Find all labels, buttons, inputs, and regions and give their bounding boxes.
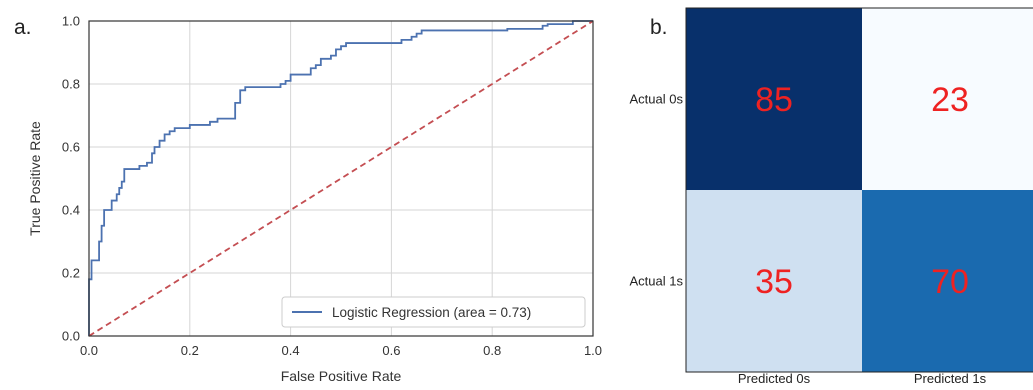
confusion-matrix: 85 23 35 70 Actual 0s Actual 1s Predicted 0s Pr… — [630, 7, 1033, 386]
panel-letter-a: a. — [14, 16, 32, 39]
cm-cell — [686, 8, 862, 190]
roc-chance-line — [88, 20, 594, 337]
roc-x-tick-label: 1.0 — [584, 343, 602, 358]
roc-y-tick-label: 0.0 — [62, 329, 80, 344]
cm-cell-value: 85 — [755, 81, 793, 119]
legend-label-logistic-regression: Logistic Regression (area = 0.73) — [332, 305, 531, 320]
roc-chart: 0.0 0.2 0.4 0.6 0.8 1.0 0.0 0.2 0.4 0.6 0.8 1.0 Fa… — [27, 14, 602, 385]
roc-y-tick-label: 1.0 — [62, 14, 80, 29]
cm-cell-value: 70 — [931, 263, 969, 301]
roc-y-tick-label: 0.4 — [62, 203, 80, 218]
cm-cell — [686, 190, 862, 372]
roc-x-tick-label: 0.6 — [382, 343, 400, 358]
roc-x-tick-label: 0.0 — [80, 343, 98, 358]
cm-cell-value: 23 — [931, 81, 969, 119]
roc-plot-frame — [88, 20, 594, 337]
roc-legend: Logistic Regression (area = 0.73) — [281, 296, 586, 328]
cm-column-label: Predicted 1s — [914, 371, 987, 385]
roc-y-tick-label: 0.2 — [62, 266, 80, 281]
roc-x-tick-label: 0.4 — [282, 343, 300, 358]
roc-x-tick-label: 0.8 — [483, 343, 501, 358]
panel-letter-b: b. — [650, 16, 668, 39]
cm-cell — [862, 190, 1033, 372]
roc-y-ticks: 0.0 0.2 0.4 0.6 0.8 1.0 — [62, 14, 80, 344]
roc-y-tick-label: 0.8 — [62, 77, 80, 92]
roc-y-axis-label: True Positive Rate — [27, 121, 43, 236]
roc-curve-logistic-regression — [88, 20, 593, 336]
roc-lines — [88, 20, 594, 337]
cm-row-label: Actual 1s — [630, 274, 684, 289]
roc-x-ticks: 0.0 0.2 0.4 0.6 0.8 1.0 — [80, 343, 602, 358]
cm-cell — [862, 8, 1033, 190]
legend-box — [281, 296, 586, 328]
roc-y-tick-label: 0.6 — [62, 140, 80, 155]
cm-column-label: Predicted 0s — [738, 371, 811, 385]
cm-frame — [685, 7, 1033, 373]
roc-x-tick-label: 0.2 — [181, 343, 199, 358]
cm-row-label: Actual 0s — [630, 92, 684, 107]
cm-cell-value: 35 — [755, 263, 793, 301]
roc-x-axis-label: False Positive Rate — [281, 368, 402, 384]
